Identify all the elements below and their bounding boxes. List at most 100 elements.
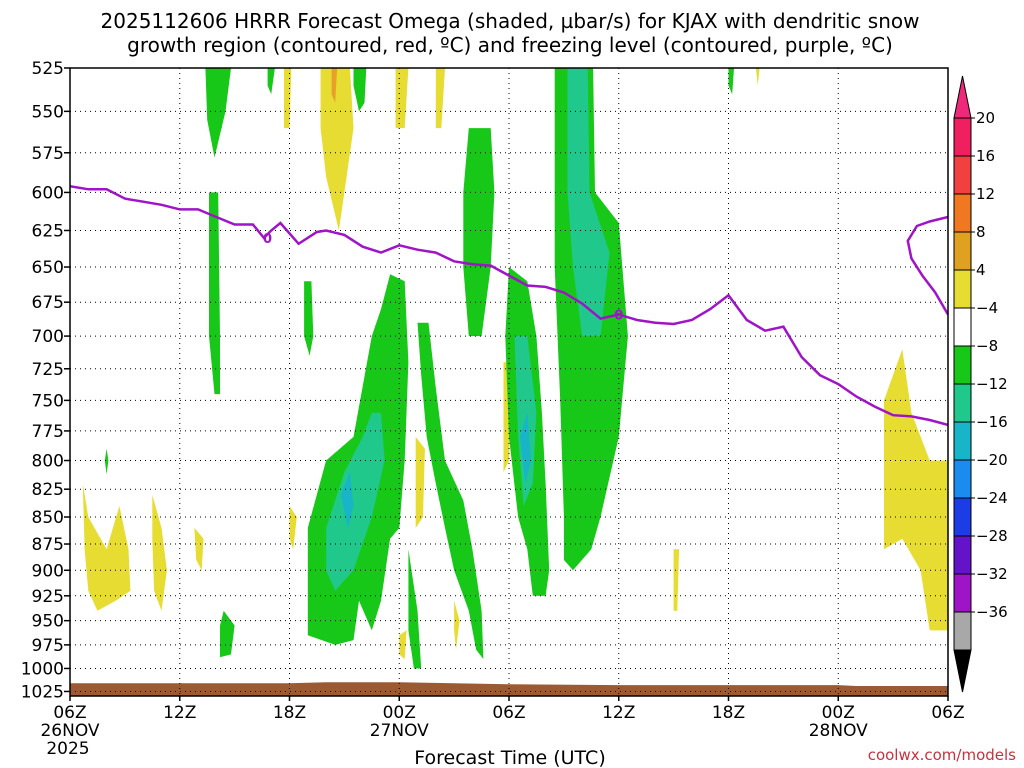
x-tick-year: 2025 xyxy=(46,739,89,759)
colorbar-swatch xyxy=(953,231,972,271)
freezing-level-label: 0 xyxy=(614,309,623,324)
y-tick-label: 575 xyxy=(32,144,64,164)
omega-region-yellow xyxy=(454,600,460,650)
x-tick-date: 26NOV xyxy=(40,721,99,741)
omega-region-teal xyxy=(567,68,610,337)
freezing-level-line xyxy=(70,184,948,427)
x-tick-label: 06Z xyxy=(53,703,86,723)
omega-region-yellow xyxy=(82,483,131,611)
omega-region-green xyxy=(104,448,109,475)
omega-region-green xyxy=(267,68,275,95)
omega-region-green xyxy=(353,68,367,112)
x-axis-label: Forecast Time (UTC) xyxy=(414,747,605,768)
omega-region-yellow xyxy=(673,549,680,611)
y-tick-label: 600 xyxy=(32,183,64,203)
omega-region-yellow xyxy=(755,68,760,86)
y-tick-label: 1025 xyxy=(21,682,64,702)
colorbar-label: 4 xyxy=(976,261,986,279)
colorbar-swatch xyxy=(953,269,972,309)
y-tick-label: 900 xyxy=(32,561,64,581)
y-tick-label: 925 xyxy=(32,587,64,607)
y-tick-label: 525 xyxy=(32,59,64,79)
colorbar-label: −8 xyxy=(976,337,998,355)
y-tick-label: 750 xyxy=(32,391,64,411)
colorbar-top-arrow xyxy=(953,75,972,119)
freezing-level-line-right xyxy=(906,215,948,316)
colorbar-label: 16 xyxy=(976,147,995,165)
ground-fill xyxy=(70,682,948,696)
colorbar-swatch xyxy=(953,573,972,613)
colorbar-label: −16 xyxy=(976,413,1008,431)
y-axis-pressure-ticks: 525 550 575 600 625 650 675 700 725 750 775 800 825 8… xyxy=(21,59,70,702)
colorbar-label: −20 xyxy=(976,451,1008,469)
colorbar-swatch xyxy=(953,497,972,537)
omega-region-green xyxy=(205,68,231,158)
colorbar-label: 20 xyxy=(976,109,995,127)
omega-region-yellow xyxy=(415,436,425,528)
x-tick-label: 06Z xyxy=(492,703,525,723)
colorbar-swatch xyxy=(953,383,972,423)
y-tick-label: 675 xyxy=(32,293,64,313)
colorbar-swatch xyxy=(953,345,972,385)
y-tick-label: 775 xyxy=(32,422,64,442)
y-tick-label: 550 xyxy=(32,102,64,122)
omega-region-green xyxy=(304,281,314,356)
colorbar-swatch xyxy=(953,155,972,195)
omega-region-green xyxy=(220,610,235,658)
colorbar-label: −4 xyxy=(976,299,998,317)
y-tick-label: 950 xyxy=(32,612,64,632)
colorbar-swatch xyxy=(953,193,972,233)
omega-region-teal xyxy=(326,412,385,591)
y-tick-label: 650 xyxy=(32,258,64,278)
y-tick-label: 850 xyxy=(32,508,64,528)
omega-region-yellow xyxy=(399,630,407,660)
omega-region-yellow xyxy=(289,506,297,550)
omega-region-yellow xyxy=(884,349,948,631)
colorbar-swatch xyxy=(953,307,972,347)
colorbar-label: 8 xyxy=(976,223,986,241)
colorbar-label: −32 xyxy=(976,565,1008,583)
chart-title-line-2: growth region (contoured, red, ºC) and f… xyxy=(127,33,893,57)
x-tick-label: 06Z xyxy=(931,703,964,723)
y-tick-label: 625 xyxy=(32,221,64,241)
colorbar-label: −12 xyxy=(976,375,1008,393)
omega-region-cyan xyxy=(520,412,531,484)
y-tick-label: 975 xyxy=(32,636,64,656)
x-tick-label: 18Z xyxy=(712,703,745,723)
omega-region-yellow xyxy=(194,527,204,571)
colorbar-bottom-arrow xyxy=(953,649,972,693)
x-tick-label: 00Z xyxy=(822,703,855,723)
colorbar-swatch xyxy=(953,535,972,575)
omega-region-yellow xyxy=(435,68,445,129)
x-tick-label: 12Z xyxy=(602,703,635,723)
y-tick-label: 825 xyxy=(32,480,64,500)
credit-text: coolwx.com/models xyxy=(868,746,1016,764)
freezing-level-label: 0 xyxy=(263,232,272,247)
omega-region-green xyxy=(417,322,484,660)
colorbar-swatch xyxy=(953,611,972,651)
colorbar-swatch xyxy=(953,117,972,157)
y-tick-label: 700 xyxy=(32,327,64,347)
omega-region-green xyxy=(408,549,422,669)
freezing-level-contours: 00 xyxy=(70,184,948,427)
colorbar-label: −36 xyxy=(976,603,1008,621)
colorbar-label: −24 xyxy=(976,489,1008,507)
omega-region-yellow xyxy=(320,68,354,231)
colorbar-swatch xyxy=(953,459,972,499)
x-tick-date: 28NOV xyxy=(809,721,868,741)
x-tick-date: 27NOV xyxy=(370,721,429,741)
colorbar-label: 12 xyxy=(976,185,995,203)
omega-region-green xyxy=(209,192,220,395)
y-tick-label: 1000 xyxy=(21,659,64,679)
omega-region-orange xyxy=(331,68,338,103)
ground-layer xyxy=(70,682,948,696)
colorbar-label: −28 xyxy=(976,527,1008,545)
y-tick-label: 875 xyxy=(32,535,64,555)
colorbar-swatch xyxy=(953,421,972,461)
omega-shaded-regions xyxy=(82,68,948,669)
omega-region-yellow xyxy=(152,494,167,611)
y-tick-label: 800 xyxy=(32,452,64,472)
chart-title-line-1: 2025112606 HRRR Forecast Omega (shaded, … xyxy=(101,9,920,33)
